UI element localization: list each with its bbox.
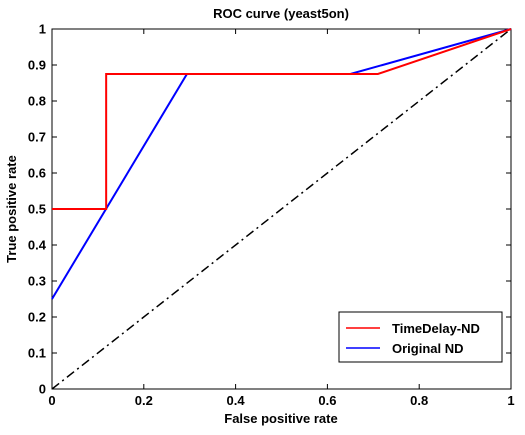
x-tick-label: 0.8 (410, 393, 428, 408)
y-tick-label: 1 (39, 22, 46, 37)
reference-diagonal-line (51, 28, 512, 390)
x-axis-label: False positive rate (224, 411, 337, 426)
y-tick-label: 0.5 (28, 202, 46, 217)
series-layer (51, 28, 512, 390)
legend: TimeDelay-ND Original ND (338, 311, 503, 363)
axis-tick-labels: 0 0.2 0.4 0.6 0.8 1 0 0.1 0.2 0.3 0.4 0.5 0.6 0.7 0.8 0… (28, 22, 515, 409)
chart-title: ROC curve (yeast5on) (213, 6, 349, 21)
y-tick-label: 0.2 (28, 310, 46, 325)
legend-label-timedelay-nd: TimeDelay-ND (392, 321, 480, 336)
x-tick-label: 1 (507, 393, 514, 408)
y-tick-label: 0.1 (28, 346, 46, 361)
x-tick-label: 0.4 (227, 393, 246, 408)
series-line-timedelay-nd (52, 28, 512, 210)
y-axis-label: True positive rate (4, 155, 19, 263)
y-tick-label: 0 (39, 382, 46, 397)
x-tick-label: 0.6 (318, 393, 336, 408)
y-tick-label: 0.9 (28, 58, 46, 73)
y-tick-label: 0.7 (28, 130, 46, 145)
x-tick-label: 0.2 (135, 393, 153, 408)
legend-box (338, 311, 503, 363)
legend-label-original-nd: Original ND (392, 341, 464, 356)
y-tick-label: 0.4 (28, 238, 47, 253)
y-tick-label: 0.8 (28, 94, 46, 109)
x-tick-label: 0 (48, 393, 55, 408)
y-tick-label: 0.6 (28, 166, 46, 181)
y-tick-label: 0.3 (28, 274, 46, 289)
